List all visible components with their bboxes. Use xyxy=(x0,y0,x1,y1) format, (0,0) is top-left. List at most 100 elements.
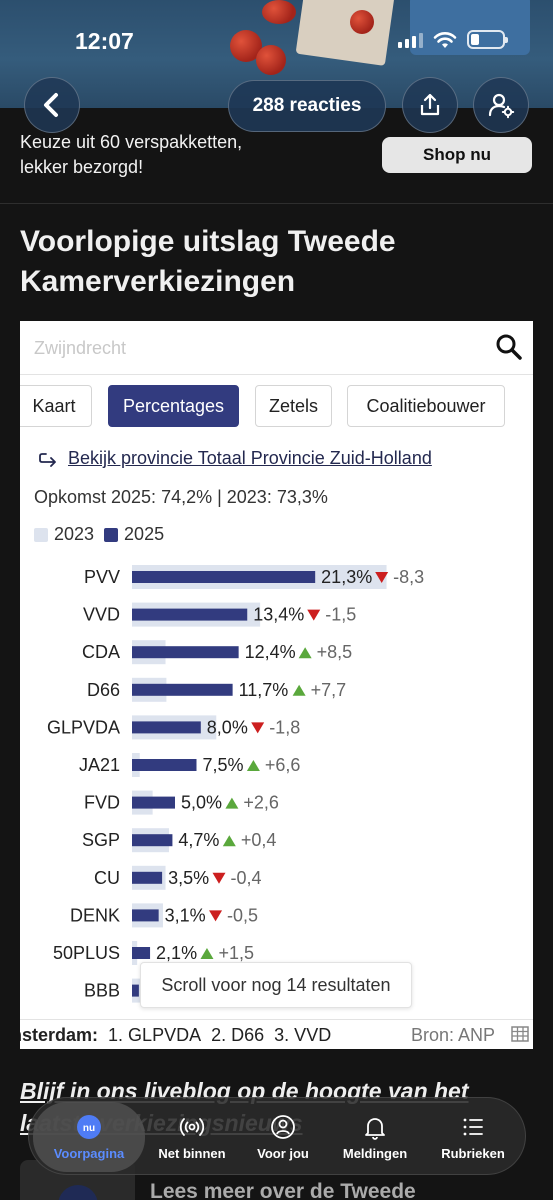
ad-text: Keuze uit 60 verspakketten, lekker bezor… xyxy=(20,130,242,180)
ticker-item: 1. GLPVDA xyxy=(108,1025,202,1045)
scroll-hint[interactable]: Scroll voor nog 14 resultaten xyxy=(140,962,412,1008)
nu-logo-icon: nu xyxy=(77,1114,101,1139)
arrow-up-icon xyxy=(200,948,214,959)
tomato xyxy=(350,10,374,34)
province-link[interactable]: Bekijk provincie Totaal Provincie Zuid-H… xyxy=(38,448,432,469)
bar-2025 xyxy=(132,909,159,922)
arrow-down-icon xyxy=(251,722,265,734)
party-label: GLPVDA xyxy=(47,717,120,737)
party-label: BBB xyxy=(84,981,120,1001)
arrow-up-icon xyxy=(298,647,312,659)
change-label: +0,4 xyxy=(241,830,277,850)
bar-2025 xyxy=(132,646,239,659)
value-label: 2,1% xyxy=(156,943,197,963)
nav-label: Rubrieken xyxy=(441,1145,505,1161)
party-label: FVD xyxy=(84,793,120,813)
province-link-text: Bekijk provincie Totaal Provincie Zuid-H… xyxy=(68,448,432,468)
change-label: -0,5 xyxy=(227,905,258,925)
chevron-left-icon xyxy=(44,93,58,117)
nav-voor-jou[interactable]: Voor jou xyxy=(243,1098,323,1176)
value-label: 5,0% xyxy=(181,793,222,813)
chart-legend: 2023 2025 xyxy=(34,524,174,545)
legend-item-2023: 2023 xyxy=(34,524,94,545)
tomato xyxy=(256,45,286,75)
nav-voorpagina[interactable]: nu Voorpagina xyxy=(33,1102,145,1172)
bar-2025 xyxy=(132,721,201,734)
signal-icon xyxy=(398,32,423,48)
legend-label: 2023 xyxy=(54,524,95,544)
arrow-up-icon xyxy=(222,835,236,847)
tab-kaart[interactable]: Kaart xyxy=(20,385,92,427)
ticker-item: 2. D66 xyxy=(211,1025,265,1045)
ticker-item: 3. VVD xyxy=(274,1025,332,1045)
ad-text-line: lekker bezorgd! xyxy=(20,157,144,177)
party-label: SGP xyxy=(82,830,120,850)
party-label: DENK xyxy=(70,905,120,925)
search-input[interactable] xyxy=(34,336,474,360)
change-label: +8,5 xyxy=(317,642,353,662)
bar-2025 xyxy=(132,759,197,771)
party-label: CU xyxy=(94,868,120,888)
back-button[interactable] xyxy=(24,77,80,133)
value-label: 11,7% xyxy=(239,680,289,700)
ad-text-line: Keuze uit 60 verspakketten, xyxy=(20,132,243,152)
return-arrow-icon xyxy=(39,452,56,467)
arrow-down-icon xyxy=(212,872,226,884)
change-label: -8,3 xyxy=(393,567,424,587)
arrow-down-icon xyxy=(375,572,389,583)
search-icon[interactable] xyxy=(495,333,523,361)
bar-2025 xyxy=(132,796,175,809)
value-label: 12,4% xyxy=(245,642,296,662)
account-button[interactable] xyxy=(473,77,529,133)
tab-zetels[interactable]: Zetels xyxy=(255,385,332,427)
bar-2025 xyxy=(132,834,173,847)
nav-rubrieken[interactable]: Rubrieken xyxy=(427,1098,519,1176)
party-label: 50PLUS xyxy=(53,943,120,963)
package-box xyxy=(295,0,395,66)
reactions-button[interactable]: 288 reacties xyxy=(228,80,386,132)
for-you-icon xyxy=(271,1114,295,1139)
value-label: 4,7% xyxy=(178,830,219,850)
value-label: 21,3% xyxy=(321,567,372,587)
nav-label: Net binnen xyxy=(158,1145,226,1161)
party-label: VVD xyxy=(83,605,120,625)
shop-now-button[interactable]: Shop nu xyxy=(382,137,532,173)
election-widget: Kaart Percentages Zetels Coalitiebouwer … xyxy=(20,321,533,1049)
change-label: +6,6 xyxy=(265,755,301,775)
value-label: 7,5% xyxy=(203,755,244,775)
party-label: D66 xyxy=(87,680,120,700)
list-icon xyxy=(463,1118,483,1135)
table-icon[interactable] xyxy=(511,1026,529,1042)
nav-net-binnen[interactable]: Net binnen xyxy=(147,1098,237,1176)
tab-percentages[interactable]: Percentages xyxy=(108,385,239,427)
legend-swatch xyxy=(104,527,119,542)
legend-item-2025: 2025 xyxy=(104,524,164,545)
battery-icon xyxy=(467,30,508,49)
bottom-navigation: nu Voorpagina Net binnen Voor jou Meldin… xyxy=(28,1097,526,1175)
value-label: 8,0% xyxy=(207,717,248,737)
nav-label: Voorpagina xyxy=(53,1145,125,1161)
nav-label: Voor jou xyxy=(257,1145,309,1161)
nav-meldingen[interactable]: Meldingen xyxy=(327,1098,423,1176)
bar-2025 xyxy=(132,984,139,997)
value-label: 3,5% xyxy=(168,868,209,888)
teaser-title[interactable]: Lees meer over de Tweede xyxy=(150,1180,416,1200)
value-label: 13,4% xyxy=(253,605,304,625)
party-label: CDA xyxy=(82,642,120,662)
tomato xyxy=(262,0,296,24)
arrow-down-icon xyxy=(209,910,223,922)
search-bar xyxy=(20,321,533,375)
party-label: JA21 xyxy=(79,755,120,775)
bar-2025 xyxy=(132,571,316,583)
share-button[interactable] xyxy=(402,77,458,133)
change-label: +1,5 xyxy=(218,943,254,963)
legend-label: 2025 xyxy=(124,524,165,544)
change-label: +2,6 xyxy=(243,793,279,813)
wifi-icon xyxy=(433,31,457,48)
tab-coalitiebouwer[interactable]: Coalitiebouwer xyxy=(347,385,505,427)
broadcast-icon xyxy=(179,1117,205,1136)
nav-label: Meldingen xyxy=(342,1145,408,1161)
source-label: Bron: ANP xyxy=(404,1025,495,1046)
